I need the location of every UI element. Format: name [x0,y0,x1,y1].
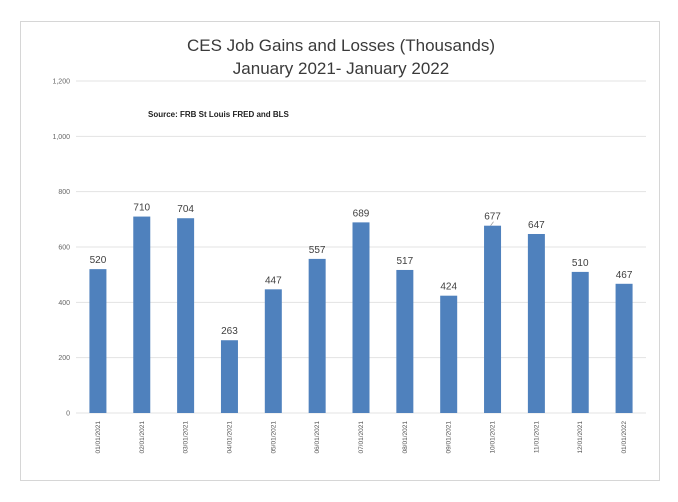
x-tick-label: 12/01/2021 [577,421,584,454]
data-label: 447 [265,275,282,286]
chart-title: CES Job Gains and Losses (Thousands) [187,36,495,55]
bar-04/01/2021 [220,340,238,413]
y-tick-label: 800 [58,189,70,196]
data-label: 647 [528,220,545,231]
data-label: 557 [309,245,326,256]
data-label-leader-line [490,221,494,226]
bars [89,216,633,413]
data-label: 677 [484,212,501,223]
data-label: 424 [440,282,457,293]
data-label: 689 [353,208,370,219]
y-axis-ticks: 0 200 400 600 800 1,000 1,200 [52,79,70,418]
bar-11/01/2021 [527,233,545,413]
bar-01/01/2022 [615,283,633,413]
y-tick-label: 400 [58,300,70,307]
x-tick-label: 03/01/2021 [183,421,190,454]
data-label: 510 [572,258,589,269]
x-tick-label: 08/01/2021 [402,421,409,454]
bar-07/01/2021 [352,222,370,413]
data-label: 704 [177,204,194,215]
x-tick-label: 07/01/2021 [358,421,365,454]
x-tick-label: 01/01/2022 [621,421,628,454]
x-tick-label: 02/01/2021 [139,421,146,454]
x-axis-ticks: 01/01/2021 02/01/2021 03/01/2021 04/01/2021… [95,421,628,454]
x-tick-label: 04/01/2021 [226,421,233,454]
data-label: 263 [221,326,238,337]
y-tick-label: 1,200 [52,79,70,86]
x-tick-label: 01/01/2021 [95,421,102,454]
data-label: 517 [397,256,414,267]
chart-subtitle: January 2021- January 2022 [233,59,449,78]
bar-08/01/2021 [396,269,414,413]
bar-02/01/2021 [133,216,151,413]
bar-01/01/2021 [89,269,107,413]
bar-05/01/2021 [264,289,282,413]
y-tick-label: 1,000 [52,134,70,141]
x-tick-label: 09/01/2021 [446,421,453,454]
bar-chart: CES Job Gains and Losses (Thousands) Jan… [52,36,646,454]
bar-09/01/2021 [440,295,458,413]
bar-06/01/2021 [308,258,326,413]
data-label: 467 [616,270,633,281]
y-tick-label: 0 [66,411,70,418]
y-tick-label: 600 [58,245,70,252]
bar-12/01/2021 [571,271,589,413]
data-label: 710 [133,203,150,214]
x-tick-label: 11/01/2021 [533,421,540,453]
bar-10/01/2021 [484,225,502,413]
chart-frame: CES Job Gains and Losses (Thousands) Jan… [20,21,660,481]
x-tick-label: 05/01/2021 [270,421,277,454]
data-labels: 520 710 704 263 447 557 689 517 424 677 647 510 467 [90,203,633,338]
bar-03/01/2021 [177,218,195,413]
y-tick-label: 200 [58,355,70,362]
x-tick-label: 10/01/2021 [490,421,497,454]
source-note: Source: FRB St Louis FRED and BLS [148,110,290,119]
data-label: 520 [90,255,107,266]
x-tick-label: 06/01/2021 [314,421,321,454]
